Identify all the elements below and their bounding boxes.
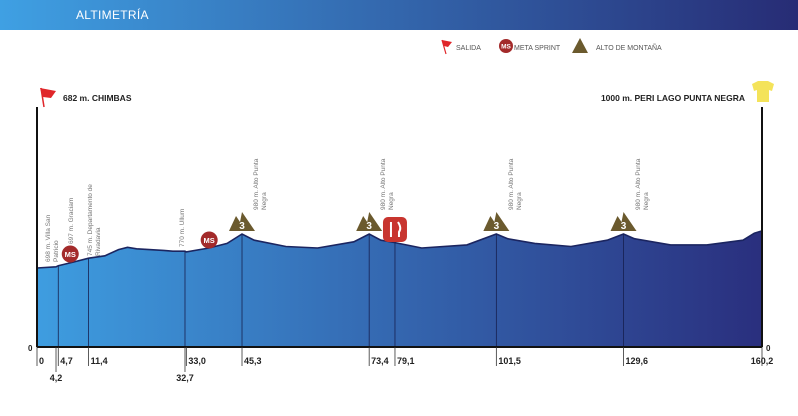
- place-label-line: Negra: [261, 192, 268, 210]
- place-label: 980 m. Alto PuntaNegra: [253, 158, 268, 210]
- x-tick-label: 73,4: [371, 356, 389, 366]
- place-label: 745 m. Departamento deRivadavia: [87, 184, 102, 256]
- x-tick-label: 160,2: [751, 356, 774, 366]
- page-title: ALTIMETRÍA: [76, 8, 149, 22]
- route-markers: 682 m. CHIMBAS 1000 m. PERI LAGO PUNTA NE…: [40, 81, 774, 263]
- place-label-line: Negra: [388, 192, 395, 210]
- place-label-line: 698 m. Villa San: [45, 214, 52, 262]
- place-label: 980 m. Alto PuntaNegra: [635, 158, 650, 210]
- distance-axis: 0 4,7 11,4 33,0 45,3 73,4 79,1 101,5 129,6 160,2 4…: [28, 344, 773, 383]
- ms-sprint-label: MS: [204, 236, 215, 245]
- legend: SALIDA MS META SPRINT ALTO DE MONTAÑA: [441, 38, 662, 55]
- place-label-line: 980 m. Alto Punta: [635, 158, 642, 210]
- place-label-line: 980 m. Alto Punta: [380, 158, 387, 210]
- mountain-climb-icon: 3: [610, 212, 637, 232]
- mountain-climb-icon: 3: [229, 212, 256, 232]
- place-label: 980 m. Alto PuntaNegra: [508, 158, 523, 210]
- x-tick-label: 32,7: [176, 373, 194, 383]
- legend-label-alto-montana: ALTO DE MONTAÑA: [596, 43, 662, 52]
- place-label-line: 980 m. Alto Punta: [508, 158, 515, 210]
- mountain-climb-icon: 3: [483, 212, 510, 232]
- legend-mountain-icon: [572, 38, 588, 53]
- place-label-line: 980 m. Alto Punta: [253, 158, 260, 210]
- finish-label: 1000 m. PERI LAGO PUNTA NEGRA: [601, 93, 745, 103]
- elevation-area: [37, 230, 762, 347]
- x-tick-label: 79,1: [397, 356, 415, 366]
- place-label-line: Patricio: [53, 240, 60, 262]
- legend-label-salida: SALIDA: [456, 45, 481, 52]
- legend-ms-badge-text: MS: [501, 44, 511, 51]
- place-label-line: 697 m. Graciam: [68, 198, 75, 244]
- elevation-profile: [36, 107, 763, 348]
- x-tick-label: 0: [39, 356, 44, 366]
- place-label: 770 m. Ullum: [179, 209, 186, 247]
- ms-sprint-icon: MS: [200, 231, 218, 249]
- food-icon: [382, 217, 407, 242]
- mountain-climb-icon: 3: [356, 212, 383, 232]
- start-flag-icon: [40, 87, 56, 108]
- x-tick-label: 4,7: [60, 356, 73, 366]
- place-label-line: Negra: [643, 192, 650, 210]
- place-label: 698 m. Villa SanPatricio: [45, 214, 60, 262]
- ms-sprint-icon: MS: [61, 245, 79, 263]
- x-tick-label: 45,3: [244, 356, 262, 366]
- x-tick-label: 129,6: [626, 356, 649, 366]
- start-label: 682 m. CHIMBAS: [63, 93, 132, 103]
- x-tick-label: 33,0: [188, 356, 206, 366]
- place-labels: 698 m. Villa SanPatricio 697 m. Graciam 74…: [45, 158, 650, 262]
- y-axis-right-zero-label: 0: [766, 344, 771, 353]
- climb-category-label: 3: [621, 221, 627, 232]
- place-label: 697 m. Graciam: [68, 198, 75, 244]
- place-label-line: 745 m. Departamento de: [87, 184, 94, 256]
- x-tick-label: 11,4: [91, 356, 108, 366]
- x-tick-label: 4,2: [50, 373, 63, 383]
- place-label-line: 770 m. Ullum: [179, 209, 186, 247]
- header-bar: [0, 0, 798, 30]
- legend-label-meta-sprint: META SPRINT: [514, 45, 561, 52]
- finish-jersey-icon: [752, 81, 774, 102]
- place-label: 980 m. Alto PuntaNegra: [380, 158, 395, 210]
- y-axis-zero-label: 0: [28, 344, 33, 353]
- climb-category-label: 3: [494, 221, 500, 232]
- place-label-line: Negra: [516, 192, 523, 210]
- x-tick-label: 101,5: [498, 356, 521, 366]
- legend-flag-icon: [441, 39, 452, 55]
- place-label-line: Rivadavia: [95, 227, 102, 256]
- climb-category-label: 3: [366, 221, 372, 232]
- ms-sprint-label: MS: [65, 250, 76, 259]
- legend-ms-badge-icon: MS: [499, 39, 513, 53]
- climb-category-label: 3: [239, 221, 245, 232]
